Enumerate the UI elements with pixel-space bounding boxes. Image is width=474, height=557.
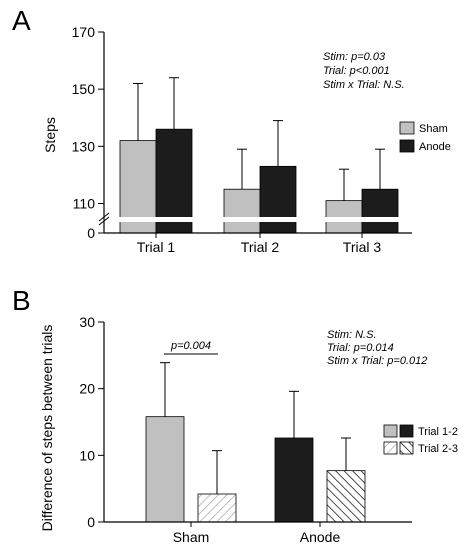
panel-b-legend: Trial 1-2 Trial 2-3 <box>383 424 458 455</box>
panel-b-annotation: p=0.004 <box>164 340 218 355</box>
panel-a-plot: Trial 1 Trial 2 Trial 3 0 110 130 150 170 <box>72 24 412 255</box>
panel-a-letter: A <box>12 5 31 36</box>
sham-comparison-p-value: p=0.004 <box>170 340 211 352</box>
legend-label-trial-1-2: Trial 1-2 <box>418 426 458 438</box>
axis-break-mark-2 <box>98 216 110 226</box>
y-tick-label-20: 20 <box>79 381 95 397</box>
panel-a-y-axis-title: Steps <box>42 117 58 153</box>
panel-b-letter: B <box>12 285 31 316</box>
y-tick-label-110: 110 <box>73 196 96 212</box>
panel-a-stats: Stim: p=0.03 Trial: p<0.001 Stim x Trial… <box>323 51 405 91</box>
panel-b-plot: Sham Anode 0 10 20 30 <box>79 314 412 545</box>
x-tick-label-anode: Anode <box>300 529 341 545</box>
y-tick-label-130: 130 <box>72 138 96 154</box>
panel-a-legend: Sham Anode <box>399 121 451 153</box>
y-tick-label-0: 0 <box>87 514 95 530</box>
bar-sham-trial-1-2 <box>145 416 185 523</box>
bar-sham-trial-2-3 <box>197 493 237 523</box>
legend-swatch-trial-2-3-sham <box>383 441 398 455</box>
legend-swatch-anode <box>399 139 415 153</box>
y-tick-label-0: 0 <box>87 225 95 241</box>
bar-anode-trial-3 <box>361 188 399 234</box>
bar-anode-trial-1-2 <box>274 437 314 523</box>
panel-b-stat-2: Trial: p=0.014 <box>327 342 394 354</box>
x-tick-label-trial-2: Trial 2 <box>241 239 280 255</box>
axis-break-mark-1 <box>98 212 110 222</box>
bar-anode-trial-2-3 <box>326 470 366 523</box>
x-tick-label-sham: Sham <box>173 529 210 545</box>
legend-swatch-sham <box>399 121 415 135</box>
panel-b-stat-3: Stim x Trial: p=0.012 <box>327 355 427 367</box>
panel-a-stat-3: Stim x Trial: N.S. <box>323 79 405 91</box>
panel-a-stat-1: Stim: p=0.03 <box>323 51 386 63</box>
y-tick-label-170: 170 <box>72 24 96 40</box>
legend-swatch-trial-2-3-anode <box>399 441 414 455</box>
panel-b-stat-1: Stim: N.S. <box>327 329 377 341</box>
y-tick-label-30: 30 <box>79 314 95 330</box>
x-tick-label-trial-1: Trial 1 <box>137 239 176 255</box>
bar-anode-trial-2 <box>259 165 297 234</box>
legend-label-anode: Anode <box>419 141 451 153</box>
panel-b-y-axis-title: Difference of steps between trials <box>39 325 55 532</box>
panel-b-stats: Stim: N.S. Trial: p=0.014 Stim x Trial: … <box>327 329 427 367</box>
bar-sham-trial-3 <box>325 200 363 234</box>
y-tick-label-150: 150 <box>72 81 96 97</box>
bar-sham-trial-2 <box>223 188 261 234</box>
axis-break-band <box>105 217 405 222</box>
legend-swatch-trial-1-2-anode <box>399 424 414 438</box>
x-tick-label-trial-3: Trial 3 <box>343 239 382 255</box>
legend-swatch-trial-1-2-sham <box>383 424 398 438</box>
legend-label-sham: Sham <box>419 123 448 135</box>
panel-a-stat-2: Trial: p<0.001 <box>323 65 390 77</box>
y-tick-label-10: 10 <box>79 447 95 463</box>
legend-label-trial-2-3: Trial 2-3 <box>418 443 458 455</box>
